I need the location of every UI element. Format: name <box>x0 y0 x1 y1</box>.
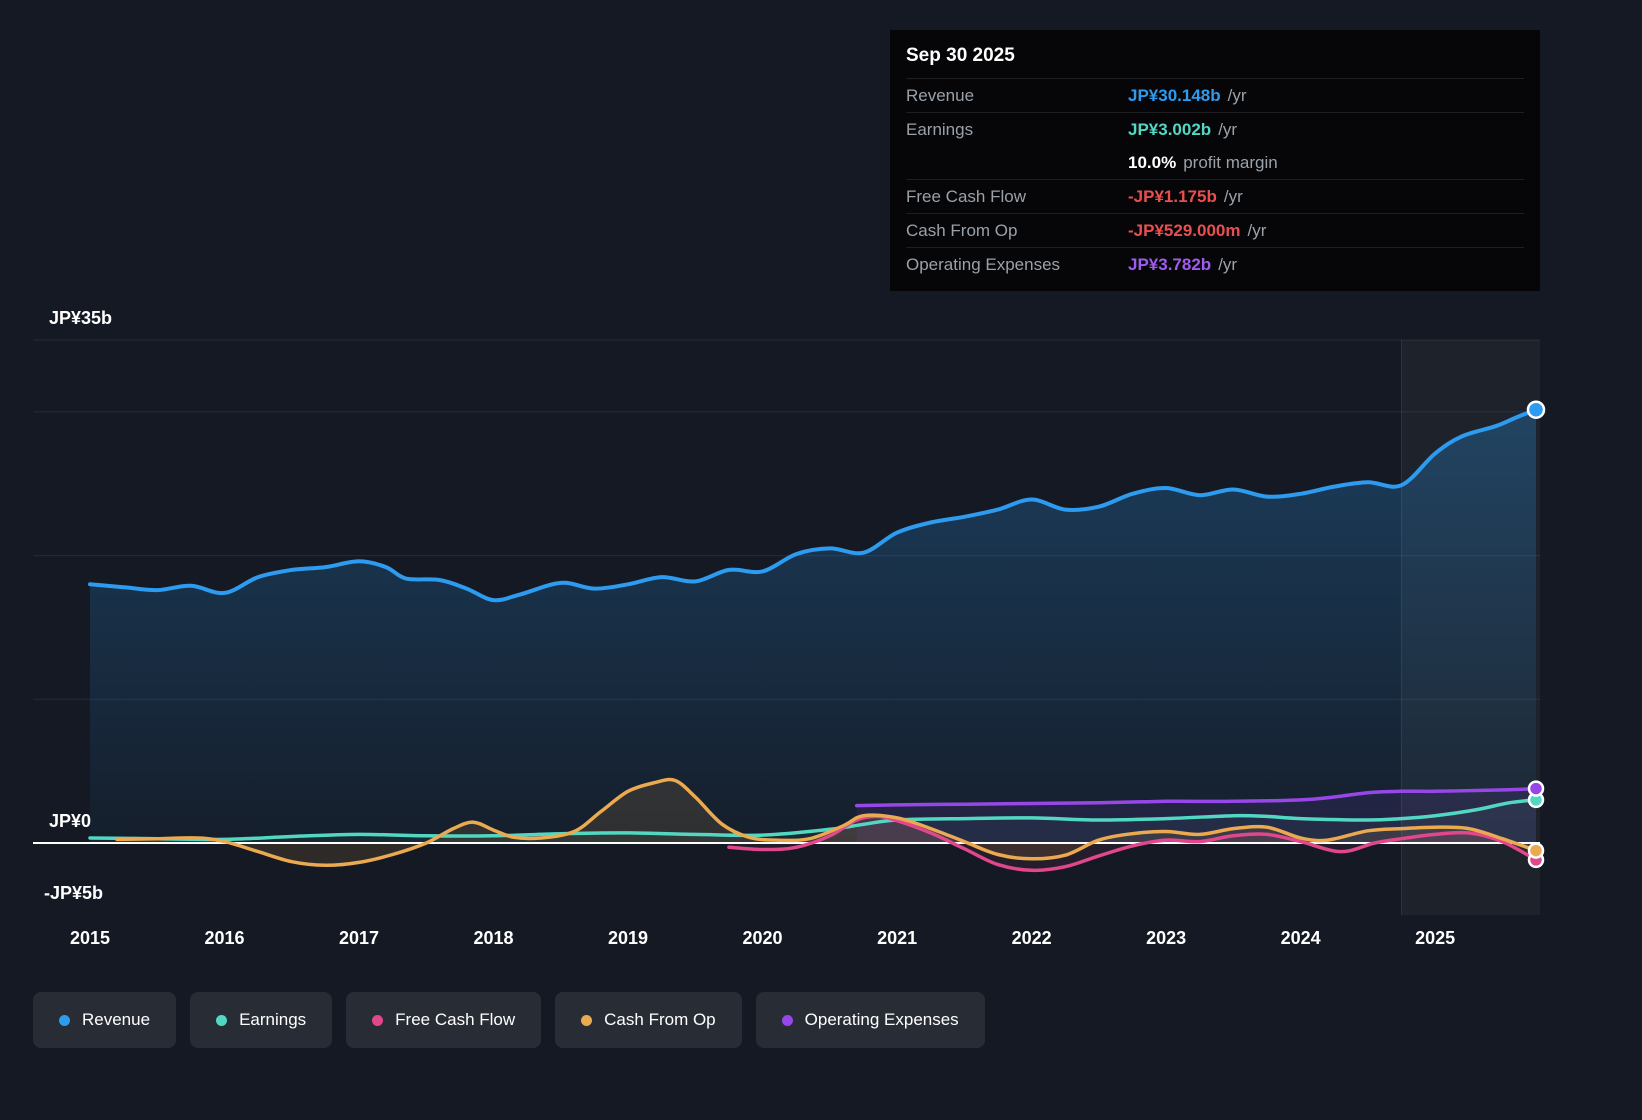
tooltip-label-operating-expenses: Operating Expenses <box>906 255 1061 274</box>
legend-label-revenue: Revenue <box>82 1010 151 1029</box>
cash-from-op-dot-icon <box>581 1014 593 1026</box>
x-axis-tick-label: 2020 <box>742 928 782 948</box>
revenue-area <box>90 409 1536 843</box>
tooltip-value-cash-from-op: -JP¥529.000m <box>1128 221 1241 240</box>
tooltip-row-earnings: Earnings JP¥3.002b /yr <box>906 112 1524 146</box>
tooltip-row-profit-margin: 10.0% profit margin <box>906 146 1524 179</box>
tooltip-value-operating-expenses: JP¥3.782b <box>1128 255 1212 274</box>
x-axis-tick-label: 2022 <box>1012 928 1052 948</box>
tooltip-suffix-revenue: /yr <box>1227 86 1247 105</box>
tooltip-label-earnings: Earnings <box>906 120 974 139</box>
cash-from-op-endpoint-marker[interactable] <box>1527 842 1545 859</box>
tooltip-suffix-cash-from-op: /yr <box>1247 221 1267 240</box>
tooltip-row-revenue: Revenue JP¥30.148b /yr <box>906 78 1524 112</box>
y-axis-tick-label: JP¥0 <box>49 811 91 831</box>
tooltip-suffix-operating-expenses: /yr <box>1218 255 1238 274</box>
operating-expenses-dot-icon <box>781 1014 793 1026</box>
earnings-dot-icon <box>216 1014 228 1026</box>
legend-label-free-cash-flow: Free Cash Flow <box>395 1010 516 1029</box>
tooltip-value-free-cash-flow: -JP¥1.175b <box>1128 187 1217 206</box>
revenue-dot-icon <box>59 1014 70 1026</box>
earnings-line[interactable] <box>88 798 1538 842</box>
tooltip-value-revenue: JP¥30.148b <box>1128 86 1221 105</box>
operating-expenses-endpoint-marker[interactable] <box>1527 780 1545 797</box>
legend-label-cash-from-op: Cash From Op <box>604 1010 716 1029</box>
x-axis-tick-label: 2025 <box>1415 928 1455 948</box>
free-cash-flow-line[interactable] <box>727 814 1538 873</box>
free-cash-flow-dot-icon <box>372 1014 384 1026</box>
legend-label-earnings: Earnings <box>239 1010 307 1029</box>
revenue-endpoint-marker[interactable] <box>1526 400 1546 419</box>
x-axis-tick-label: 2016 <box>204 928 244 948</box>
chart-tooltip: Sep 30 2025 Revenue JP¥30.148b /yr Earni… <box>890 30 1540 291</box>
x-axis-tick-label: 2015 <box>70 928 110 948</box>
legend-label-operating-expenses: Operating Expenses <box>804 1010 959 1029</box>
tooltip-row-operating-expenses: Operating Expenses JP¥3.782b /yr <box>906 247 1524 281</box>
tooltip-suffix-free-cash-flow: /yr <box>1223 187 1243 206</box>
tooltip-suffix-profit-margin: profit margin <box>1183 153 1278 172</box>
legend-item-revenue[interactable]: Revenue <box>33 992 177 1048</box>
tooltip-value-profit-margin: 10.0% <box>1128 153 1177 172</box>
operating-expenses-line[interactable] <box>854 786 1538 808</box>
x-axis-tick-label: 2017 <box>339 928 379 948</box>
chart-legend: Revenue Earnings Free Cash Flow Cash Fro… <box>33 992 985 1048</box>
y-axis-tick-label: -JP¥5b <box>44 883 103 903</box>
x-axis-tick-label: 2019 <box>608 928 648 948</box>
x-axis-tick-label: 2018 <box>473 928 513 948</box>
tooltip-date: Sep 30 2025 <box>906 45 1015 66</box>
tooltip-label-revenue: Revenue <box>906 86 975 105</box>
tooltip-suffix-earnings: /yr <box>1218 120 1238 139</box>
x-axis-tick-label: 2021 <box>877 928 917 948</box>
legend-item-earnings[interactable]: Earnings <box>190 992 333 1048</box>
revenue-line[interactable] <box>88 407 1538 603</box>
x-axis-tick-label: 2023 <box>1146 928 1186 948</box>
tooltip-value-earnings: JP¥3.002b <box>1128 120 1212 139</box>
y-axis-tick-label: JP¥35b <box>49 308 112 328</box>
tooltip-label-free-cash-flow: Free Cash Flow <box>906 187 1026 206</box>
tooltip-row-free-cash-flow: Free Cash Flow -JP¥1.175b /yr <box>906 179 1524 213</box>
cash-from-op-line[interactable] <box>115 777 1538 868</box>
legend-item-operating-expenses[interactable]: Operating Expenses <box>755 992 985 1048</box>
x-axis-tick-label: 2024 <box>1281 928 1321 948</box>
legend-item-cash-from-op[interactable]: Cash From Op <box>555 992 742 1048</box>
tooltip-row-cash-from-op: Cash From Op -JP¥529.000m /yr <box>906 213 1524 247</box>
tooltip-label-cash-from-op: Cash From Op <box>906 221 1018 240</box>
legend-item-free-cash-flow[interactable]: Free Cash Flow <box>346 992 542 1048</box>
